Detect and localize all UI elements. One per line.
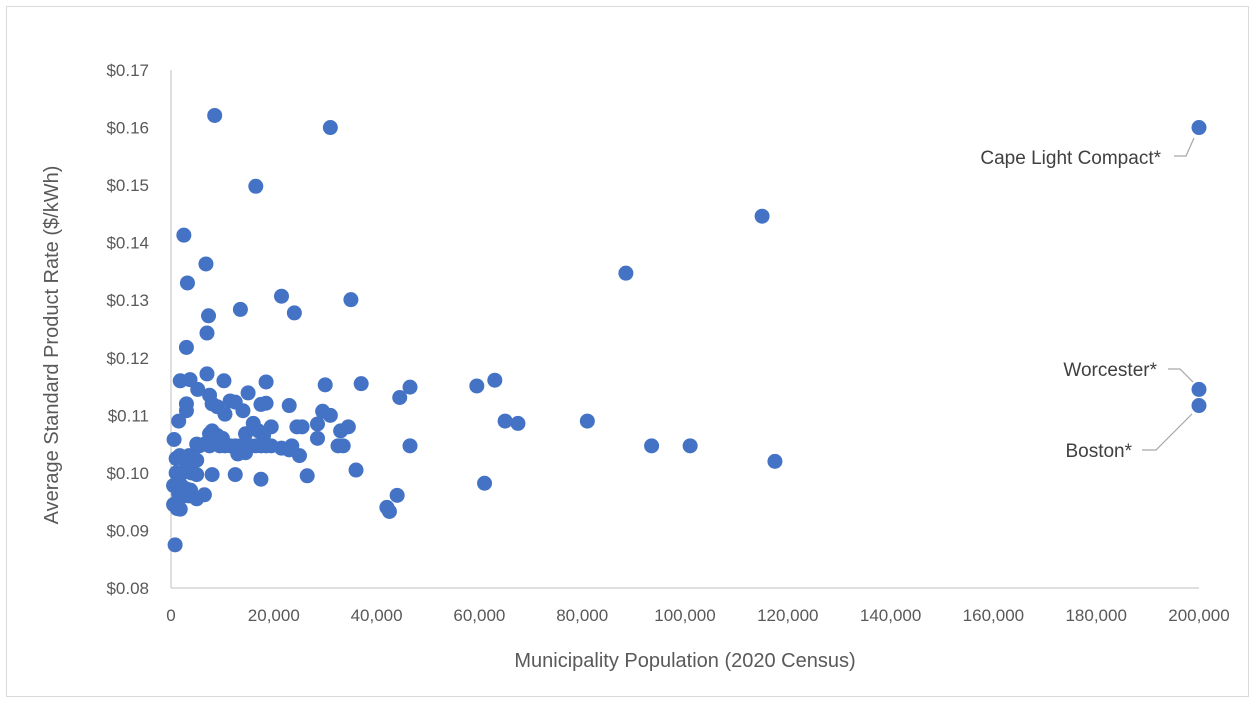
data-point [309, 416, 325, 432]
data-point [196, 487, 212, 503]
data-point [258, 395, 274, 411]
data-point [343, 292, 359, 308]
data-point [207, 107, 223, 123]
data-point [389, 487, 405, 503]
x-axis-title: Municipality Population (2020 Census) [514, 650, 855, 672]
y-tick-label: $0.14 [106, 234, 149, 253]
data-point [201, 308, 217, 324]
data-point [309, 430, 325, 446]
data-point [510, 415, 526, 431]
data-point [238, 445, 254, 461]
data-point [402, 379, 418, 395]
data-point [190, 381, 206, 397]
x-tick-label: 100,000 [654, 606, 715, 625]
y-tick-labels: $0.08 $0.09 $0.10 $0.11 $0.12 $0.13 $0.14 $0.15… [106, 61, 149, 598]
data-point [232, 301, 248, 317]
data-point [402, 438, 418, 454]
data-point [286, 305, 302, 321]
y-axis-title: Average Standard Product Rate ($/kWh) [41, 166, 63, 525]
x-tick-label: 120,000 [757, 606, 818, 625]
data-point [189, 467, 205, 483]
data-point [172, 501, 188, 517]
data-point [198, 256, 214, 272]
data-point [579, 413, 595, 429]
y-tick-label: $0.10 [106, 464, 149, 483]
x-tick-label: 40,000 [351, 606, 403, 625]
data-point [274, 288, 290, 304]
data-point [353, 376, 369, 392]
data-point [171, 413, 187, 429]
annotation-leader-worcester [1168, 368, 1194, 383]
data-point [294, 419, 310, 435]
data-point [248, 178, 264, 194]
x-tick-label: 200,000 [1168, 606, 1229, 625]
data-point [1191, 381, 1207, 397]
data-point [167, 537, 183, 553]
y-tick-label: $0.15 [106, 176, 149, 195]
data-point [322, 120, 338, 136]
data-point [1191, 120, 1207, 136]
data-point [199, 325, 215, 341]
data-point [179, 275, 195, 291]
y-tick-label: $0.16 [106, 119, 149, 138]
data-point [317, 377, 333, 393]
annotation-worcester: Worcester* [1063, 360, 1157, 381]
y-tick-label: $0.09 [106, 521, 149, 540]
x-tick-label: 20,000 [248, 606, 300, 625]
data-point [392, 389, 408, 405]
data-points [166, 107, 1207, 553]
data-point [767, 453, 783, 469]
x-tick-label: 160,000 [963, 606, 1024, 625]
data-point [238, 426, 254, 442]
data-point [1191, 398, 1207, 414]
data-point [487, 372, 503, 388]
data-point [178, 403, 194, 419]
y-tick-label: $0.12 [106, 349, 149, 368]
data-point [644, 438, 660, 454]
data-point [292, 448, 307, 464]
data-point [216, 373, 232, 389]
data-point [348, 462, 364, 478]
y-tick-label: $0.17 [106, 61, 149, 80]
x-tick-labels: 0 20,000 40,000 60,000 80,000 100,000 120,000 1… [166, 606, 1229, 625]
data-point [497, 413, 513, 429]
data-point [333, 423, 349, 439]
x-tick-label: 60,000 [453, 606, 505, 625]
annotation-boston: Boston* [1065, 441, 1132, 462]
y-tick-label: $0.13 [106, 291, 149, 310]
data-point [477, 475, 493, 491]
x-tick-label: 180,000 [1065, 606, 1126, 625]
data-point [281, 398, 297, 414]
y-tick-label: $0.11 [108, 406, 149, 425]
annotation-cape-light-compact: Cape Light Compact* [980, 148, 1161, 169]
data-point [235, 403, 251, 419]
data-point [217, 406, 233, 422]
x-tick-label: 80,000 [556, 606, 608, 625]
x-tick-label: 140,000 [860, 606, 921, 625]
data-point [322, 407, 338, 423]
y-tick-label: $0.08 [106, 579, 149, 598]
data-point [299, 468, 315, 484]
data-point [176, 227, 192, 243]
data-point [253, 471, 269, 487]
data-point [469, 378, 485, 394]
annotation-leader-cape-light-compact [1174, 137, 1195, 157]
annotations: Cape Light Compact* Worcester* Boston* [980, 137, 1195, 462]
annotation-leader-boston [1142, 413, 1193, 451]
data-point [240, 385, 256, 401]
data-point [227, 467, 243, 483]
data-point [204, 467, 220, 483]
data-point [199, 366, 215, 382]
data-point [178, 339, 194, 355]
data-point [166, 432, 182, 448]
data-point [258, 374, 274, 390]
data-point [618, 265, 634, 281]
data-point [754, 208, 770, 224]
data-point [335, 438, 351, 454]
x-tick-label: 0 [166, 606, 175, 625]
data-point [381, 503, 397, 519]
data-point [682, 438, 698, 454]
